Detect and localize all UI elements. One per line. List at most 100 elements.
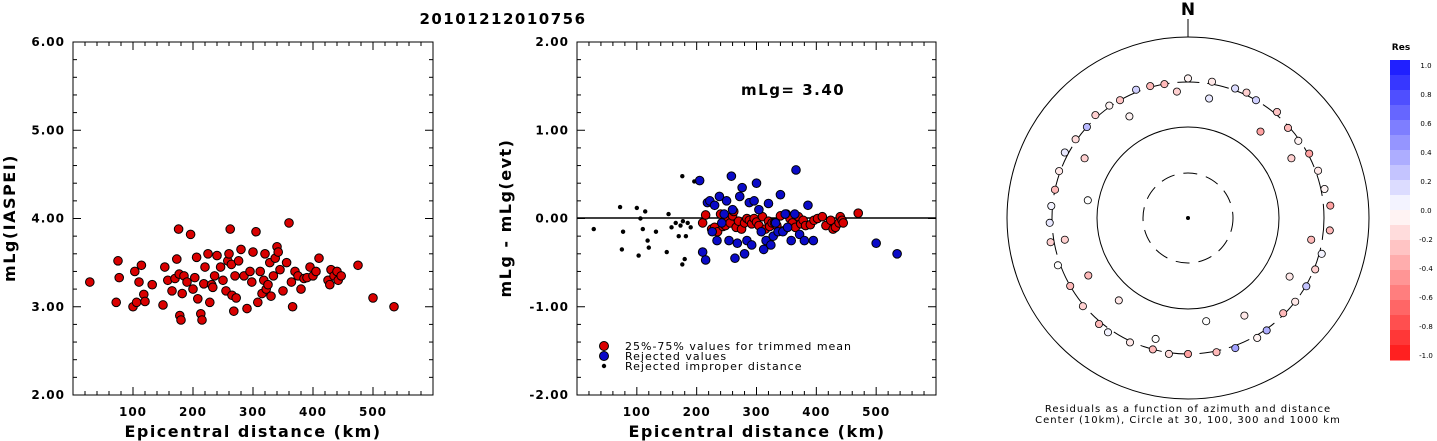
- colorbar-label: -0.6: [1419, 294, 1433, 302]
- colorbar-cell: [1390, 330, 1410, 346]
- data-point: [233, 256, 244, 266]
- colorbar-cell: [1390, 270, 1410, 286]
- colorbar-cell: [1390, 135, 1410, 151]
- data-point: [205, 297, 215, 308]
- y-ticks: -2.00 -1.00 0.00 1.00 2.00: [529, 35, 936, 402]
- data-point: [176, 315, 186, 325]
- residual-point: [1253, 333, 1262, 342]
- data-point: [225, 224, 235, 234]
- residual-point: [1114, 296, 1123, 305]
- residual-point: [1284, 123, 1293, 132]
- residual-point: [1208, 77, 1217, 86]
- data-point: [734, 191, 745, 202]
- data-point: [746, 240, 757, 250]
- data-point: [680, 262, 685, 267]
- x-axis-label: Epicentral distance (km): [628, 422, 885, 441]
- data-point: [694, 175, 705, 186]
- residual-point: [1060, 235, 1069, 244]
- data-point: [158, 300, 168, 310]
- residual-point: [1231, 344, 1240, 353]
- data-point: [191, 252, 202, 263]
- data-point: [766, 240, 776, 250]
- x-tick-label: 400: [802, 405, 830, 419]
- data-point: [268, 271, 279, 281]
- data-point: [724, 235, 734, 246]
- data-point: [669, 225, 674, 230]
- colorbar-cell: [1390, 195, 1410, 211]
- colorbar-label: -0.2: [1419, 236, 1433, 244]
- residual-point: [1060, 148, 1069, 157]
- residual-point: [1326, 201, 1335, 210]
- residual-point: [1294, 136, 1303, 145]
- data-point: [353, 260, 363, 271]
- residual-point: [1082, 123, 1091, 132]
- data-point: [209, 271, 220, 281]
- data-point: [287, 301, 298, 312]
- residual-point: [1184, 349, 1193, 358]
- residual-point: [1325, 226, 1334, 235]
- data-point: [758, 244, 769, 255]
- residual-point: [1172, 87, 1181, 96]
- colorbar-labels: 1.0 0.8 0.6 0.4 0.2 0.0 -0.2 -0.4 -0.6 -0.8 -1.0: [1419, 62, 1433, 360]
- residual-point: [1066, 281, 1075, 290]
- data-point: [719, 209, 729, 219]
- data-point: [147, 279, 157, 290]
- x-tick-label: 400: [299, 405, 327, 419]
- data-point: [389, 301, 399, 312]
- data-point: [281, 257, 292, 268]
- data-point: [311, 266, 321, 277]
- data-point: [673, 220, 678, 226]
- colorbar-cell: [1390, 90, 1410, 106]
- data-points: [1045, 74, 1335, 358]
- y-axis-label: mLg - mLg(evt): [496, 139, 515, 298]
- colorbar: Res 1.0 0.8 0.6 0.4 0.2 0.0 -0.2 -0.4 -0.6 -0.8 -1…: [1390, 43, 1433, 361]
- residual-point: [1125, 112, 1134, 121]
- data-point: [229, 306, 239, 316]
- residual-point: [1116, 96, 1125, 105]
- data-point: [113, 256, 123, 266]
- residual-point: [1053, 261, 1062, 270]
- data-point: [636, 253, 641, 258]
- mlg-annotation: mLg= 3.40: [741, 81, 845, 99]
- data-point: [789, 209, 800, 219]
- ring-1000km: [1006, 36, 1370, 400]
- x-tick-label: 100: [623, 405, 651, 419]
- data-point: [266, 291, 276, 301]
- legend-label-improper: Rejected improper distance: [625, 360, 803, 373]
- data-point: [737, 182, 747, 193]
- data-point: [160, 262, 170, 272]
- data-point: [692, 179, 697, 184]
- data-point: [620, 229, 626, 234]
- residual-point: [1202, 317, 1211, 326]
- residual-point: [1320, 184, 1329, 193]
- data-point: [284, 218, 294, 228]
- residual-point: [1242, 88, 1251, 97]
- data-point: [871, 238, 881, 249]
- data-point: [185, 229, 196, 240]
- ring-100km: [1096, 126, 1280, 310]
- data-point: [236, 244, 246, 255]
- residual-point: [1262, 326, 1271, 335]
- data-point: [682, 256, 687, 262]
- x-tick-label: 500: [359, 405, 387, 419]
- data-point: [172, 254, 182, 264]
- colorbar-label: 0.0: [1420, 207, 1431, 215]
- y-tick-label: -2.00: [529, 388, 569, 402]
- residual-point: [1051, 185, 1060, 194]
- data-point: [263, 279, 273, 290]
- colorbar-cell: [1390, 180, 1410, 196]
- data-point: [700, 255, 711, 265]
- residual-point: [1045, 218, 1054, 227]
- data-point: [756, 226, 767, 237]
- x-tick-label: 200: [179, 405, 207, 419]
- residual-point: [1148, 345, 1157, 354]
- data-point: [739, 249, 750, 259]
- data-point: [799, 235, 810, 246]
- data-point: [803, 200, 813, 211]
- residual-point: [1055, 167, 1064, 176]
- data-point: [275, 264, 285, 275]
- data-point: [666, 211, 671, 217]
- data-point: [260, 249, 270, 259]
- data-point: [247, 277, 257, 287]
